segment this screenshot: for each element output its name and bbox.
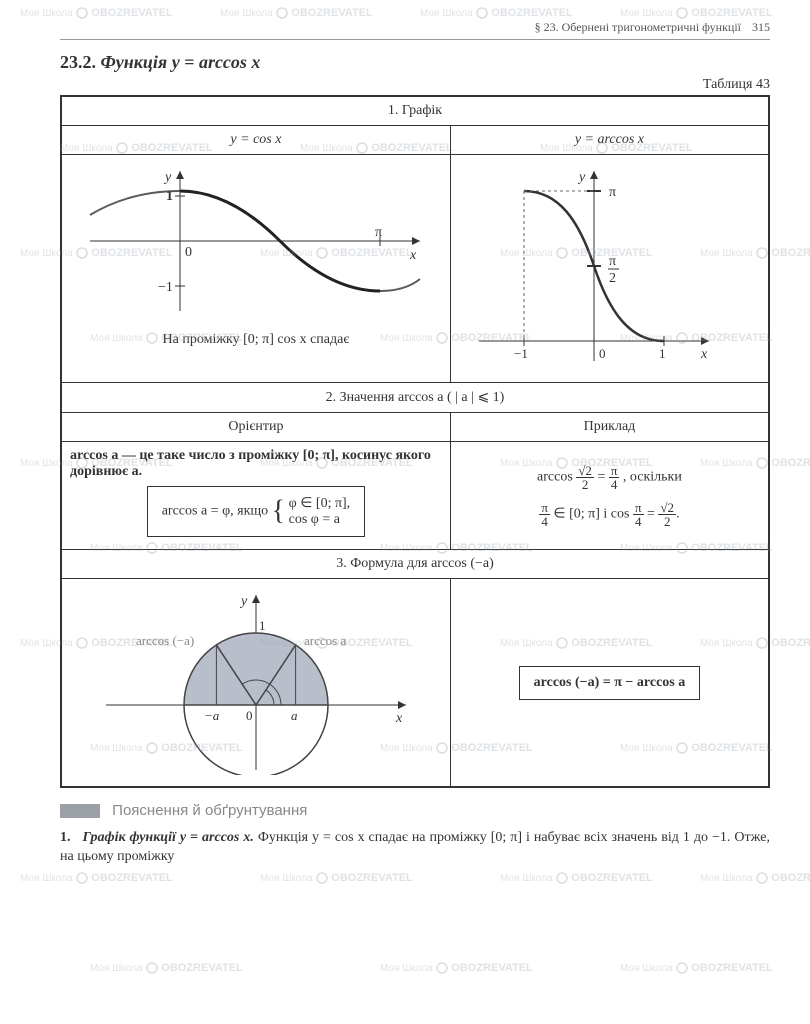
arccos-graph: π π 2 −1 1 0 y x: [459, 161, 760, 376]
arccos-definition: arccos a — це таке число з проміжку [0; …: [70, 448, 442, 480]
ex2-frac1: π 4: [539, 501, 550, 528]
svg-text:0: 0: [599, 346, 606, 361]
row1-left-eq: y = cos x: [61, 126, 450, 155]
svg-text:y: y: [163, 170, 172, 185]
ex2-frac3: √2 2: [658, 501, 676, 528]
page-number: 315: [752, 20, 770, 34]
svg-text:−1: −1: [158, 280, 173, 295]
row1-right-eq: y = arccos x: [450, 126, 769, 155]
row3-header: 3. Формула для arccos (−a): [61, 550, 769, 579]
para-bold: Графік функції y = arccos x.: [82, 830, 253, 845]
cond1: φ ∈ [0; π],: [289, 495, 351, 512]
svg-text:π: π: [375, 225, 382, 240]
ex1-frac2: π 4: [609, 464, 620, 491]
svg-text:x: x: [700, 347, 708, 362]
orientir-cell: arccos a — це таке число з проміжку [0; …: [61, 442, 450, 550]
row1-header: 1. Графік: [61, 96, 769, 126]
svg-text:−1: −1: [514, 346, 528, 361]
row2-right-hdr: Приклад: [450, 413, 769, 442]
ex1-frac1: √2 2: [576, 464, 594, 491]
svg-text:x: x: [395, 711, 403, 726]
section-name: Функція y = arccos x: [101, 52, 261, 72]
example-cell: arccos √2 2 = π 4 , оскільки π 4: [450, 442, 769, 550]
arccos-graph-cell: π π 2 −1 1 0 y x: [450, 155, 769, 383]
ex2-frac2: π 4: [633, 501, 644, 528]
row2-left-hdr: Орієнтир: [61, 413, 450, 442]
svg-text:y: y: [239, 594, 248, 609]
ex1-eq: =: [597, 469, 605, 484]
svg-text:0: 0: [246, 708, 253, 723]
svg-text:x: x: [409, 248, 417, 263]
svg-text:arccos (−a): arccos (−a): [136, 633, 194, 648]
ex2-in: ∈ [0; π] і cos: [553, 506, 629, 521]
running-header: § 23. Обернені тригонометричні функції 3…: [60, 20, 770, 40]
body-paragraph: 1. Графік функції y = arccos x. Функція …: [60, 829, 770, 867]
explanation-heading: Пояснення й обґрунтування: [60, 802, 770, 819]
arccos-formula-box: arccos a = φ, якщо { φ ∈ [0; π], cos φ =…: [147, 486, 365, 537]
page: § 23. Обернені тригонометричні функції 3…: [0, 0, 810, 1024]
svg-text:−a: −a: [204, 708, 220, 723]
row2-header: 2. Значення arccos a ( | a | ⩽ 1): [61, 383, 769, 413]
main-table: 1. Графік y = cos x y = arccos x: [60, 95, 770, 788]
table-label: Таблиця 43: [60, 77, 770, 93]
svg-text:1: 1: [659, 346, 666, 361]
section-title: 23.2. Функція y = arccos x: [60, 52, 770, 73]
svg-text:π: π: [609, 185, 616, 200]
ex2-eq: =: [647, 506, 655, 521]
ex1-post: , оскільки: [623, 469, 682, 484]
svg-text:π: π: [609, 254, 616, 269]
para-num: 1.: [60, 830, 71, 845]
ex1-pre: arccos: [537, 469, 573, 484]
explanation-heading-text: Пояснення й обґрунтування: [112, 802, 307, 819]
chapter-ref: § 23. Обернені тригонометричні функції: [535, 20, 741, 34]
heading-bar-icon: [60, 804, 100, 818]
svg-text:1: 1: [166, 189, 173, 204]
svg-text:2: 2: [609, 271, 616, 286]
formula-cell: arccos (−a) = π − arccos a: [450, 579, 769, 788]
section-number: 23.2.: [60, 52, 96, 72]
svg-text:0: 0: [185, 245, 192, 260]
arccos-neg-formula: arccos (−a) = π − arccos a: [519, 666, 701, 700]
svg-text:1: 1: [259, 618, 266, 633]
cos-graph-cell: 1 −1 0 π y x На проміжку [0; π] cos x сп…: [61, 155, 450, 383]
brace-icon: {: [272, 496, 285, 527]
svg-text:a: a: [291, 708, 298, 723]
cos-graph: 1 −1 0 π y x: [70, 161, 442, 326]
svg-text:arccos a: arccos a: [304, 633, 346, 648]
svg-text:y: y: [577, 170, 586, 185]
cos-graph-caption: На проміжку [0; π] cos x спадає: [70, 332, 442, 348]
cond2: cos φ = a: [289, 512, 351, 528]
boxed-left: arccos a = φ, якщо: [162, 504, 268, 519]
unit-circle-cell: arccos (−a) arccos a −a a 0 1 y x: [61, 579, 450, 788]
